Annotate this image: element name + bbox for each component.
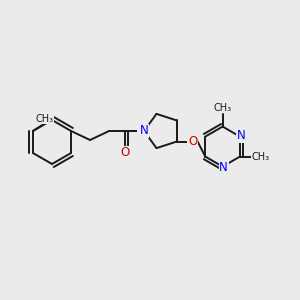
- Text: N: N: [237, 129, 245, 142]
- Text: CH₃: CH₃: [252, 152, 270, 162]
- Text: CH₃: CH₃: [214, 103, 232, 112]
- Text: O: O: [188, 135, 197, 148]
- Text: CH₃: CH₃: [36, 114, 54, 124]
- Text: N: N: [219, 161, 228, 174]
- Text: O: O: [120, 146, 130, 160]
- Text: N: N: [138, 124, 146, 137]
- Text: N: N: [140, 124, 148, 137]
